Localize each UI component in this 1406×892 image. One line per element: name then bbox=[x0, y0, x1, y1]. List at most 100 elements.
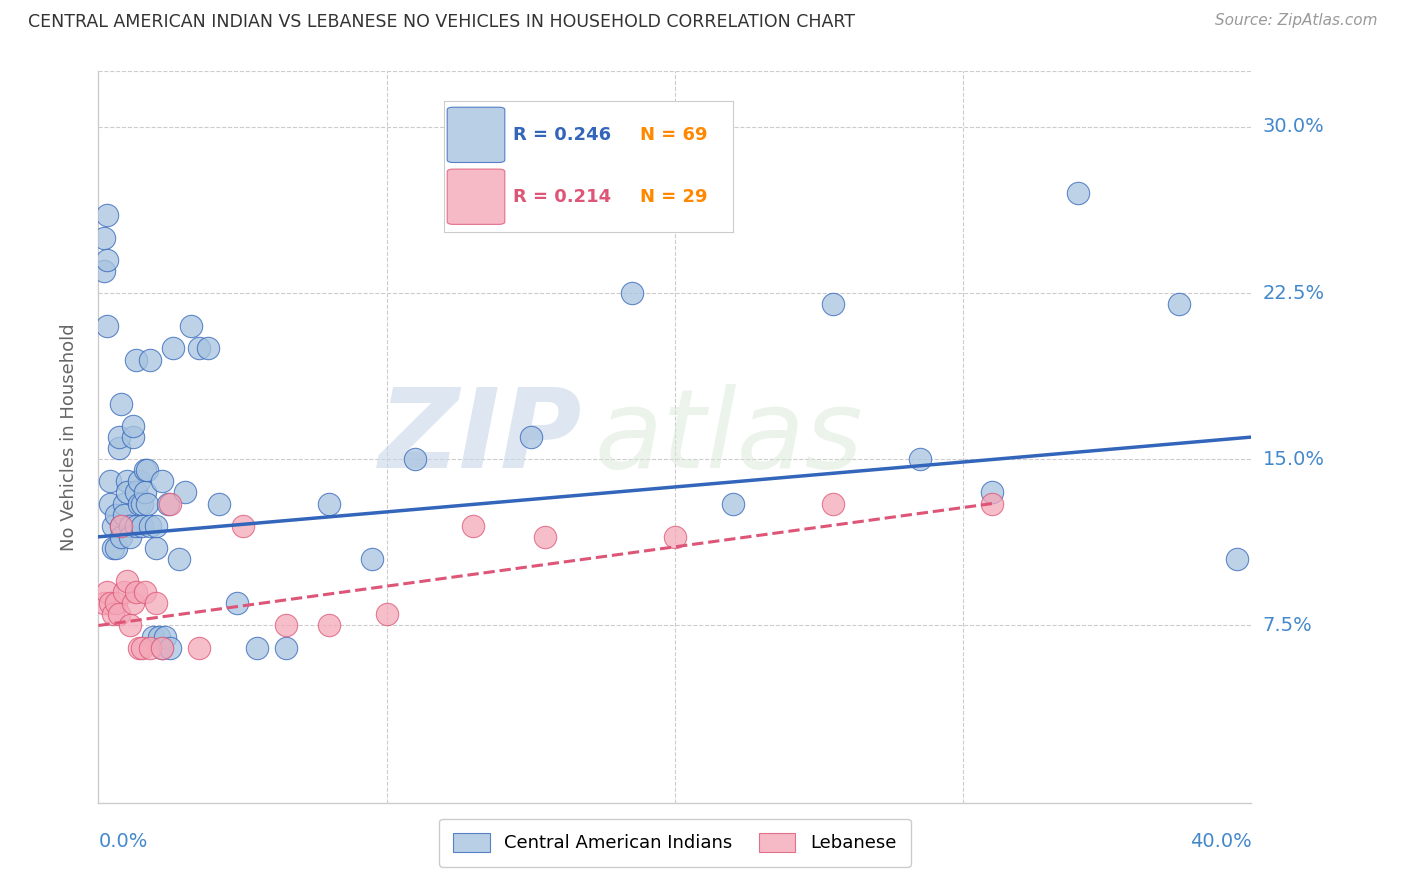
Point bbox=[318, 618, 340, 632]
Point bbox=[981, 485, 1004, 500]
Point bbox=[128, 497, 150, 511]
Point bbox=[150, 640, 173, 655]
Point bbox=[122, 419, 145, 434]
Point bbox=[139, 352, 162, 367]
Point bbox=[150, 475, 173, 489]
Point bbox=[162, 342, 184, 356]
Point bbox=[664, 530, 686, 544]
Point bbox=[104, 596, 127, 610]
Point bbox=[120, 530, 142, 544]
Point bbox=[101, 607, 124, 622]
Point bbox=[153, 630, 176, 644]
Point bbox=[823, 297, 845, 311]
Point bbox=[125, 485, 148, 500]
Point bbox=[159, 640, 181, 655]
Point bbox=[159, 497, 181, 511]
Point bbox=[134, 585, 156, 599]
Point bbox=[188, 342, 211, 356]
Text: 15.0%: 15.0% bbox=[1263, 450, 1324, 468]
Text: 0.0%: 0.0% bbox=[98, 832, 148, 851]
Point bbox=[134, 485, 156, 500]
Point bbox=[131, 497, 153, 511]
Point bbox=[131, 640, 153, 655]
Point bbox=[274, 640, 297, 655]
Point bbox=[122, 430, 145, 444]
Point bbox=[136, 463, 159, 477]
Point bbox=[620, 285, 643, 300]
Point bbox=[274, 618, 297, 632]
Point bbox=[125, 585, 148, 599]
Point bbox=[139, 640, 162, 655]
Text: atlas: atlas bbox=[595, 384, 863, 491]
Point bbox=[101, 541, 124, 555]
Point bbox=[96, 252, 118, 267]
Point bbox=[131, 518, 153, 533]
Point bbox=[120, 618, 142, 632]
Point bbox=[107, 607, 129, 622]
Point bbox=[96, 319, 118, 334]
Point bbox=[104, 508, 127, 522]
Point bbox=[110, 518, 132, 533]
Point bbox=[534, 530, 557, 544]
Text: 30.0%: 30.0% bbox=[1263, 117, 1324, 136]
Point bbox=[96, 585, 118, 599]
Point bbox=[664, 142, 686, 156]
Point bbox=[208, 497, 231, 511]
Text: ZIP: ZIP bbox=[380, 384, 582, 491]
Point bbox=[101, 518, 124, 533]
Point bbox=[145, 518, 167, 533]
Text: CENTRAL AMERICAN INDIAN VS LEBANESE NO VEHICLES IN HOUSEHOLD CORRELATION CHART: CENTRAL AMERICAN INDIAN VS LEBANESE NO V… bbox=[28, 13, 855, 31]
Point bbox=[981, 497, 1004, 511]
Point bbox=[145, 541, 167, 555]
Point bbox=[197, 342, 219, 356]
Point bbox=[405, 452, 427, 467]
Point bbox=[1067, 186, 1090, 201]
Point bbox=[520, 430, 543, 444]
Point bbox=[128, 640, 150, 655]
Point bbox=[225, 596, 247, 610]
Point bbox=[246, 640, 269, 655]
Point bbox=[125, 518, 148, 533]
Point bbox=[134, 463, 156, 477]
Point bbox=[93, 230, 115, 244]
Point bbox=[104, 541, 127, 555]
Point bbox=[120, 518, 142, 533]
Point bbox=[180, 319, 202, 334]
Point bbox=[142, 630, 165, 644]
Point bbox=[117, 485, 138, 500]
Point bbox=[112, 585, 135, 599]
Y-axis label: No Vehicles in Household: No Vehicles in Household bbox=[59, 323, 77, 551]
Point bbox=[107, 441, 129, 455]
Point bbox=[1168, 297, 1191, 311]
Point bbox=[117, 475, 138, 489]
Point bbox=[1226, 552, 1249, 566]
Text: Source: ZipAtlas.com: Source: ZipAtlas.com bbox=[1215, 13, 1378, 29]
Point bbox=[318, 497, 340, 511]
Point bbox=[96, 209, 118, 223]
Point bbox=[128, 475, 150, 489]
Point bbox=[188, 640, 211, 655]
Point bbox=[231, 518, 254, 533]
Point bbox=[156, 497, 179, 511]
Point bbox=[174, 485, 197, 500]
Point bbox=[98, 497, 121, 511]
Point bbox=[98, 475, 121, 489]
Point bbox=[110, 530, 132, 544]
Point bbox=[375, 607, 398, 622]
Point bbox=[110, 518, 132, 533]
Point bbox=[461, 518, 484, 533]
Point bbox=[139, 518, 162, 533]
Point bbox=[110, 397, 132, 411]
Point bbox=[93, 596, 115, 610]
Legend: Central American Indians, Lebanese: Central American Indians, Lebanese bbox=[439, 819, 911, 867]
Point bbox=[145, 596, 167, 610]
Point bbox=[125, 352, 148, 367]
Point bbox=[107, 430, 129, 444]
Point bbox=[93, 264, 115, 278]
Text: 7.5%: 7.5% bbox=[1263, 616, 1312, 635]
Point bbox=[908, 452, 931, 467]
Point bbox=[721, 497, 744, 511]
Point bbox=[823, 497, 845, 511]
Point bbox=[136, 497, 159, 511]
Point bbox=[122, 596, 145, 610]
